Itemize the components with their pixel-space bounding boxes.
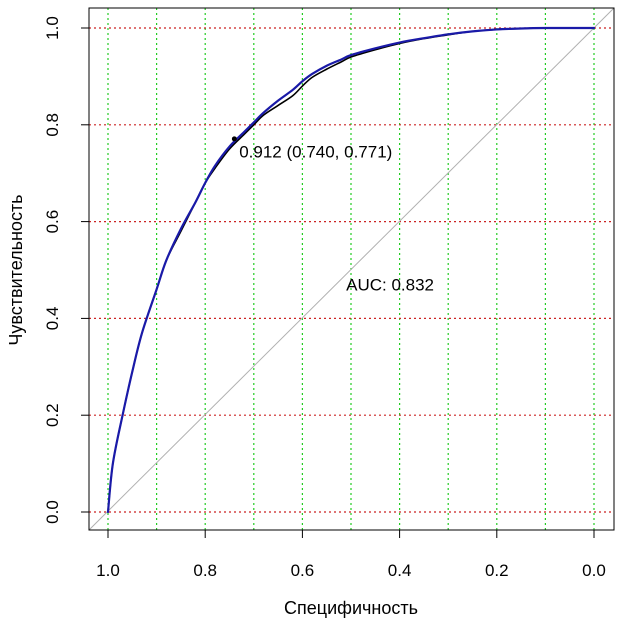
y-tick-label-0: 0.0 [43, 500, 62, 524]
annotation-layer: 0.912 (0.740, 0.771) AUC: 0.832 [239, 142, 434, 294]
series-layer [106, 26, 596, 514]
x-tick-label-4: 0.2 [485, 561, 509, 580]
roc-series-1 [106, 26, 596, 514]
diagonal-reference-line [88, 7, 615, 531]
x-tick-label-3: 0.4 [388, 561, 412, 580]
diagonal-layer [88, 7, 615, 531]
x-tick-label-2: 0.6 [291, 561, 315, 580]
x-tick-label-5: 0.0 [582, 561, 606, 580]
y-axis-title: Чувствительность [6, 194, 26, 345]
x-tick-label-1: 0.8 [193, 561, 217, 580]
y-tick-label-2: 0.4 [43, 307, 62, 331]
threshold-point [231, 136, 237, 142]
y-tick-label-1: 0.2 [43, 403, 62, 427]
auc-label: AUC: 0.832 [346, 276, 434, 295]
y-tick-label-3: 0.6 [43, 210, 62, 234]
x-axis-title: Специфичность [284, 598, 418, 618]
threshold-label: 0.912 (0.740, 0.771) [239, 142, 392, 161]
y-axis: 0.0 0.2 0.4 0.6 0.8 1.0 [43, 16, 90, 524]
y-tick-label-4: 0.8 [43, 113, 62, 137]
x-tick-label-0: 1.0 [96, 561, 120, 580]
x-axis: 1.0 0.8 0.6 0.4 0.2 0.0 [96, 529, 606, 580]
y-tick-label-5: 1.0 [43, 16, 62, 40]
